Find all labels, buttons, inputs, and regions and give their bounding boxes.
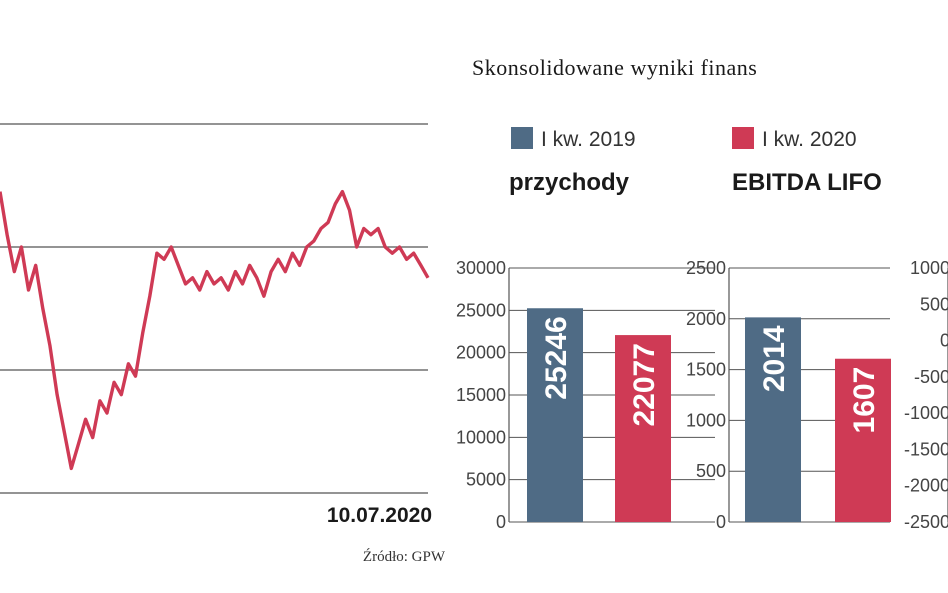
y-tick-label: 10000 xyxy=(456,427,506,447)
legend-label-2019: I kw. 2019 xyxy=(541,128,636,151)
y-tick-label: 1000 xyxy=(910,258,948,278)
y-tick-label: 1000 xyxy=(686,410,726,430)
legend-swatch-2019 xyxy=(511,127,533,149)
y-tick-label: 0 xyxy=(716,512,726,532)
revenue-title: przychody xyxy=(509,169,630,196)
price-line xyxy=(0,189,430,471)
bar-panel-2: 0 500 1000 1500 2000 2500 2014 1607 xyxy=(686,258,891,532)
y-tick-label: -1000 xyxy=(904,403,948,423)
y-tick-label: 500 xyxy=(696,461,726,481)
y-tick-label: -2000 xyxy=(904,476,948,496)
bar-panel-1: 0 5000 10000 15000 20000 25000 30000 25246 22077 xyxy=(456,258,715,532)
bar-panel-3: -2500 -2000 -1500 -1000 -500 0 500 1000 xyxy=(904,258,948,532)
y-tick-label: 20000 xyxy=(456,343,506,363)
y-tick-label: 2500 xyxy=(686,258,726,278)
bar-2019 xyxy=(527,308,583,522)
bar-value-label: 1607 xyxy=(848,367,881,434)
legend-swatch-2020 xyxy=(732,127,754,149)
y-tick-label: 2000 xyxy=(686,309,726,329)
y-tick-label: 30000 xyxy=(456,258,506,278)
y-tick-label: -1500 xyxy=(904,439,948,459)
y-tick-label: 500 xyxy=(920,294,948,314)
y-tick-label: 25000 xyxy=(456,300,506,320)
bar-value-label: 22077 xyxy=(628,343,661,426)
y-tick-label: 15000 xyxy=(456,385,506,405)
stock-line-chart xyxy=(0,123,430,494)
y-tick-label: -500 xyxy=(914,367,948,387)
legend: I kw. 2019 I kw. 2020 xyxy=(511,127,857,151)
y-tick-label: 1500 xyxy=(686,360,726,380)
bar-2020 xyxy=(615,335,671,522)
ebitda-title: EBITDA LIFO xyxy=(732,169,882,196)
y-tick-label: 0 xyxy=(496,512,506,532)
line-date-label: 10.07.2020 xyxy=(327,504,432,527)
legend-label-2020: I kw. 2020 xyxy=(762,128,857,151)
bar-value-label: 25246 xyxy=(540,316,573,399)
source-label: Źródło: GPW xyxy=(363,548,446,565)
figure-title: Skonsolidowane wyniki finans xyxy=(472,55,757,80)
bar-value-label: 2014 xyxy=(758,325,791,392)
bar-2020 xyxy=(835,358,891,522)
y-tick-label: -2500 xyxy=(904,512,948,532)
y-tick-label: 5000 xyxy=(466,470,506,490)
bar-2019 xyxy=(745,317,801,522)
y-tick-label: 0 xyxy=(940,331,948,351)
